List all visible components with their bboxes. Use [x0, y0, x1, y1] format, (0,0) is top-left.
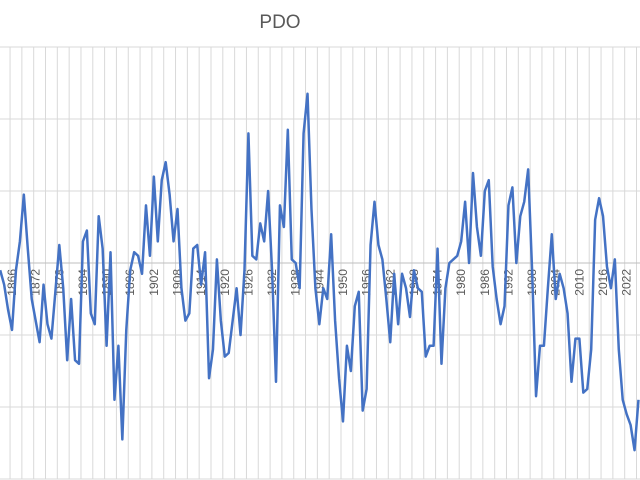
x-tick-label: 1986	[478, 269, 492, 296]
chart-title: PDO	[259, 12, 300, 33]
x-tick-label: 1956	[360, 269, 374, 296]
x-tick-label: 2022	[620, 269, 634, 296]
data-line	[0, 92, 640, 452]
x-tick-label: 1950	[336, 269, 350, 296]
x-tick-label: 1992	[501, 269, 515, 296]
x-tick-label: 1902	[147, 269, 161, 296]
x-tick-label: 1980	[454, 269, 468, 296]
x-tick-label: 1884	[76, 269, 90, 296]
x-tick-label: 1920	[218, 269, 232, 296]
x-tick-label: 2010	[572, 269, 586, 296]
x-tick-label: 2016	[596, 269, 610, 296]
